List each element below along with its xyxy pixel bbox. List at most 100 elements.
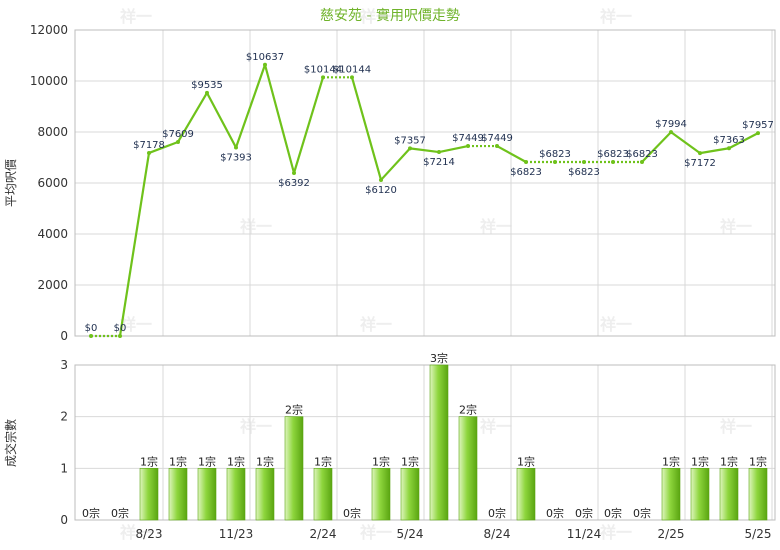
price-y-tick-label: 4000 [37, 227, 68, 241]
price-line-segment [234, 64, 267, 148]
price-data-label: $7214 [423, 157, 455, 168]
price-line-segment [263, 64, 296, 174]
count-data-label: 1宗 [662, 454, 680, 468]
price-data-label: $6823 [568, 167, 600, 178]
count-data-label: 1宗 [227, 454, 245, 468]
x-axis-ticks: 8/23 11/23 2/24 5/24 8/24 11/24 2/25 5/25 [136, 527, 772, 541]
price-point [292, 171, 296, 176]
price-point [263, 62, 267, 67]
count-y-tick-label: 1 [60, 461, 68, 475]
price-line-segment [699, 147, 730, 155]
count-data-label: 1宗 [517, 454, 535, 468]
price-data-label: $7172 [684, 158, 716, 169]
price-line-segment [292, 77, 325, 174]
x-tick-label: 11/23 [219, 527, 254, 541]
count-data-label: 0宗 [633, 506, 651, 520]
price-point [727, 146, 731, 151]
count-y-axis-label: 成交宗數 [3, 419, 18, 467]
count-bars [139, 364, 768, 521]
watermark-text: 祥一 [360, 523, 392, 542]
count-bar [690, 468, 710, 521]
price-line-segment [409, 147, 440, 154]
price-line-segment [438, 144, 469, 154]
price-point [350, 75, 354, 80]
price-point [321, 75, 325, 80]
watermark-text: 祥一 [720, 417, 752, 436]
price-point [234, 145, 238, 150]
watermark-text: 祥一 [480, 217, 512, 236]
price-y-tick-label: 10000 [30, 74, 68, 88]
count-y-tick-label: 3 [60, 358, 68, 372]
price-y-tick-label: 6000 [37, 176, 68, 190]
price-line-segment [177, 92, 208, 143]
count-y-ticks: 0 1 2 3 [60, 358, 68, 527]
watermark-text: 祥一 [600, 7, 632, 26]
price-point [553, 160, 557, 165]
count-y-tick-label: 0 [60, 513, 68, 527]
price-point [669, 130, 673, 135]
count-data-label: 1宗 [140, 454, 158, 468]
count-bar [661, 468, 681, 521]
watermark-text: 祥一 [600, 315, 632, 334]
price-point [89, 334, 93, 338]
price-line-segment [118, 152, 151, 337]
count-data-label: 1宗 [314, 454, 332, 468]
price-data-label: $7994 [655, 119, 687, 130]
count-y-tick-label: 2 [60, 410, 68, 424]
count-bar [226, 468, 246, 521]
price-data-label: $6823 [539, 149, 571, 160]
price-data-label: $0 [85, 323, 98, 334]
price-point [408, 146, 412, 151]
count-data-label: 0宗 [343, 506, 361, 520]
count-data-label: 0宗 [604, 506, 622, 520]
count-bar [139, 468, 159, 521]
price-point [611, 160, 615, 165]
price-series [89, 62, 760, 338]
count-data-label: 2宗 [459, 403, 477, 417]
x-tick-label: 5/25 [745, 527, 772, 541]
count-data-label: 1宗 [749, 454, 767, 468]
count-data-label: 0宗 [575, 506, 593, 520]
price-point [147, 150, 151, 155]
watermark-text: 祥一 [120, 315, 152, 334]
price-data-label: $6823 [597, 149, 629, 160]
price-plot-frame [74, 29, 776, 337]
count-data-label: 1宗 [691, 454, 709, 468]
price-data-label: $10144 [333, 64, 371, 75]
price-point [118, 334, 122, 338]
watermark-text: 祥一 [240, 417, 272, 436]
price-point [379, 177, 383, 182]
count-bar [313, 468, 333, 521]
count-data-label: 0宗 [111, 506, 129, 520]
price-line-segment [380, 147, 411, 181]
price-point [437, 150, 441, 155]
price-data-label: $9535 [191, 80, 223, 91]
count-data-label: 1宗 [169, 454, 187, 468]
price-data-label: $0 [114, 323, 127, 334]
watermark-text: 祥一 [240, 217, 272, 236]
count-data-label: 1宗 [372, 454, 390, 468]
x-tick-label: 2/24 [310, 527, 337, 541]
price-data-label: $7363 [713, 135, 745, 146]
x-tick-label: 5/24 [397, 527, 424, 541]
price-data-label: $7449 [481, 133, 513, 144]
price-point [524, 160, 528, 165]
count-bar [168, 468, 188, 521]
price-point [756, 131, 760, 136]
price-data-label: $7357 [394, 135, 426, 146]
watermark-text: 祥一 [720, 217, 752, 236]
watermark-text: 祥一 [600, 523, 632, 542]
x-tick-label: 8/23 [136, 527, 163, 541]
price-line-segment [728, 132, 759, 150]
count-bar [371, 468, 391, 521]
price-y-tick-label: 0 [60, 329, 68, 343]
count-data-label: 1宗 [198, 454, 216, 468]
count-data-label: 1宗 [720, 454, 738, 468]
price-point [466, 144, 470, 149]
count-data-labels: 0宗 0宗 1宗 1宗 1宗 1宗 1宗 2宗 1宗 0宗 1宗 1宗 3宗 2宗 0宗 1宗 0宗 0宗 0宗 0宗… [82, 351, 767, 520]
count-bar [458, 416, 478, 521]
price-line-segment [670, 131, 701, 155]
count-data-label: 0宗 [546, 506, 564, 520]
price-data-label: $6120 [365, 185, 397, 196]
watermark-text: 祥一 [480, 417, 512, 436]
